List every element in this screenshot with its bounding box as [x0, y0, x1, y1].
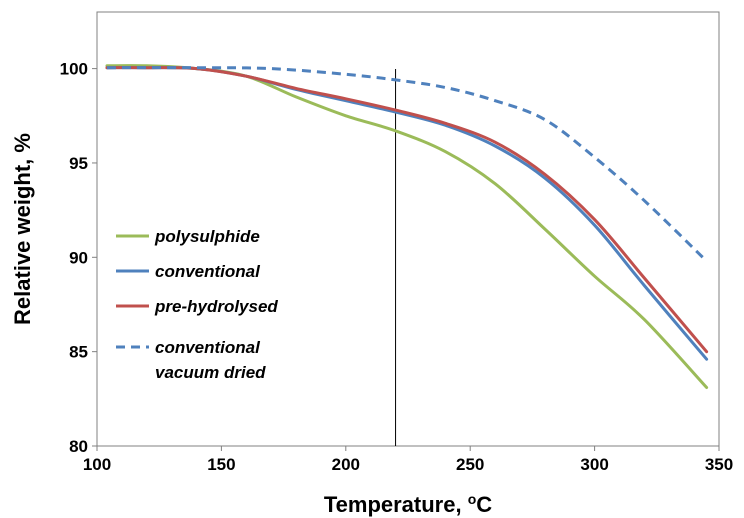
plot-area [96, 11, 720, 447]
x-tick-label: 300 [580, 455, 608, 474]
y-axis-title: Relative weight, % [10, 133, 35, 325]
x-axis-title-text: Temperature, [324, 492, 468, 517]
legend-label: conventional [155, 262, 261, 281]
x-tick-label: 250 [456, 455, 484, 474]
y-tick-label: 85 [69, 343, 88, 362]
x-tick-label: 350 [705, 455, 733, 474]
legend: polysulphide conventional pre-hydrolysed co… [116, 227, 278, 382]
y-axis-ticks: 80 85 90 95 100 [60, 60, 97, 456]
y-tick-label: 80 [69, 437, 88, 456]
x-axis-ticks: 100 150 200 250 300 350 [83, 446, 733, 474]
x-axis-title-unit-sup: o [468, 491, 477, 507]
x-tick-label: 150 [207, 455, 235, 474]
series-line-pre-hydrolysed [105, 66, 709, 354]
x-axis-title: Temperature, oC [324, 491, 492, 517]
x-axis-title-unit: C [476, 492, 492, 517]
legend-label: polysulphide [154, 227, 260, 246]
series-lines [105, 64, 709, 389]
y-tick-label: 95 [69, 154, 88, 173]
x-tick-label: 200 [332, 455, 360, 474]
x-tick-label: 100 [83, 455, 111, 474]
legend-label: pre-hydrolysed [154, 297, 278, 316]
legend-label: vacuum dried [155, 363, 266, 382]
y-tick-label: 90 [69, 248, 88, 267]
plot-frame [96, 11, 720, 447]
y-tick-label: 100 [60, 60, 88, 79]
legend-label: conventional [155, 338, 261, 357]
